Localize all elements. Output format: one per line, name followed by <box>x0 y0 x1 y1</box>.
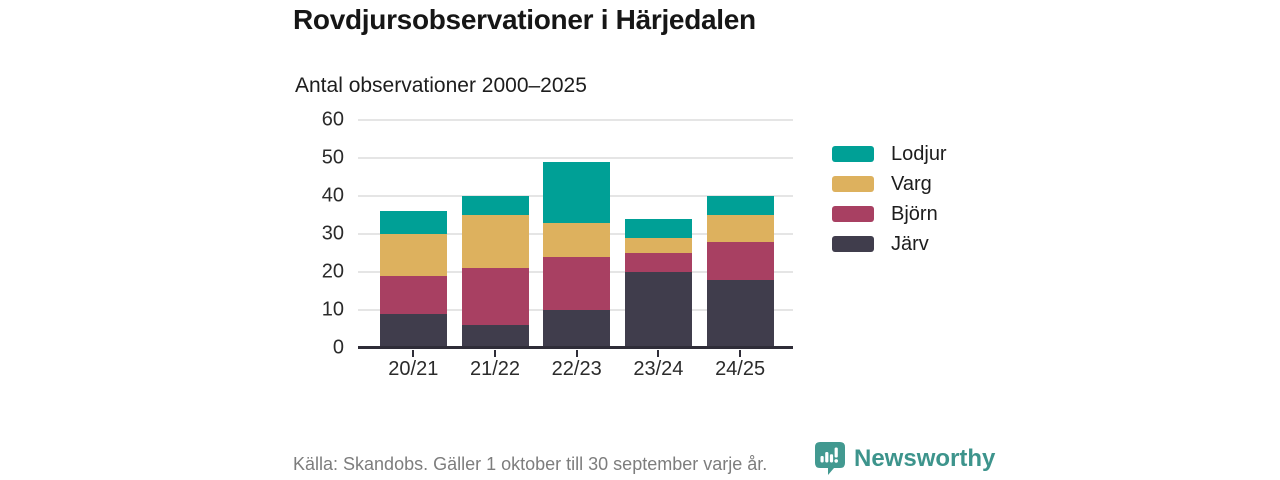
legend-swatch <box>832 146 874 162</box>
chart-title: Rovdjursobservationer i Härjedalen <box>293 4 756 35</box>
y-axis-tick-label: 60 <box>321 108 344 131</box>
legend-item: Järv <box>832 233 947 255</box>
y-axis-tick-label: 40 <box>321 184 344 207</box>
y-axis-tick-label: 10 <box>321 298 344 321</box>
bar-segment <box>379 313 447 348</box>
bar-segment <box>706 215 774 242</box>
y-axis-tick-label: 20 <box>321 260 344 283</box>
legend-swatch <box>832 206 874 222</box>
bar-segment <box>624 253 692 272</box>
legend-item: Björn <box>832 203 947 225</box>
legend-item: Varg <box>832 173 947 195</box>
bar-segment <box>706 241 774 280</box>
legend-label: Järv <box>891 233 929 255</box>
legend-label: Varg <box>891 173 932 195</box>
x-axis-tick <box>739 350 742 357</box>
source-note: Källa: Skandobs. Gäller 1 oktober till 3… <box>293 454 768 474</box>
x-axis-line <box>358 346 793 349</box>
x-axis-tick <box>657 350 660 357</box>
bar-segment <box>624 237 692 253</box>
x-axis-tick <box>575 350 578 357</box>
bar-segment <box>706 279 774 348</box>
x-axis-tick-label: 21/22 <box>469 358 521 380</box>
gridline <box>358 157 793 159</box>
chart-legend: Lodjur Varg Björn Järv <box>832 143 947 266</box>
x-axis-tick-label: 24/25 <box>715 358 766 380</box>
bar-segment <box>379 234 447 276</box>
x-axis-tick-label: 22/23 <box>551 358 602 380</box>
legend-swatch <box>832 176 874 192</box>
bar-segment <box>461 196 529 215</box>
y-axis-tick-label: 50 <box>321 146 344 169</box>
gridline <box>358 119 793 121</box>
bar-segment <box>379 275 447 314</box>
bar-segment <box>543 256 611 310</box>
newsworthy-brand-link[interactable]: Newsworthy <box>814 441 995 476</box>
bar-segment <box>706 196 774 215</box>
bar-segment <box>461 215 529 269</box>
chart-subtitle: Antal observationer 2000–2025 <box>295 74 587 97</box>
newsworthy-logo-icon <box>815 442 845 475</box>
legend-swatch <box>832 236 874 252</box>
x-axis-tick <box>412 350 415 357</box>
bar-segment <box>543 222 611 257</box>
bar-segment <box>379 211 447 234</box>
bar-segment <box>461 268 529 326</box>
bar-segment <box>461 325 529 348</box>
y-axis-tick-label: 0 <box>332 336 344 359</box>
x-axis-tick-label: 23/24 <box>633 358 684 380</box>
legend-label: Lodjur <box>891 143 947 165</box>
bar-segment <box>624 272 692 348</box>
legend-label: Björn <box>891 203 938 225</box>
bar-segment <box>624 218 692 238</box>
x-axis-tick <box>494 350 496 357</box>
bar-segment <box>543 310 611 348</box>
x-axis-tick-label: 20/21 <box>388 358 439 380</box>
legend-item: Lodjur <box>832 143 947 165</box>
brand-wordmark: Newsworthy <box>854 444 996 472</box>
bar-segment <box>543 161 611 223</box>
y-axis-tick-label: 30 <box>321 222 344 245</box>
